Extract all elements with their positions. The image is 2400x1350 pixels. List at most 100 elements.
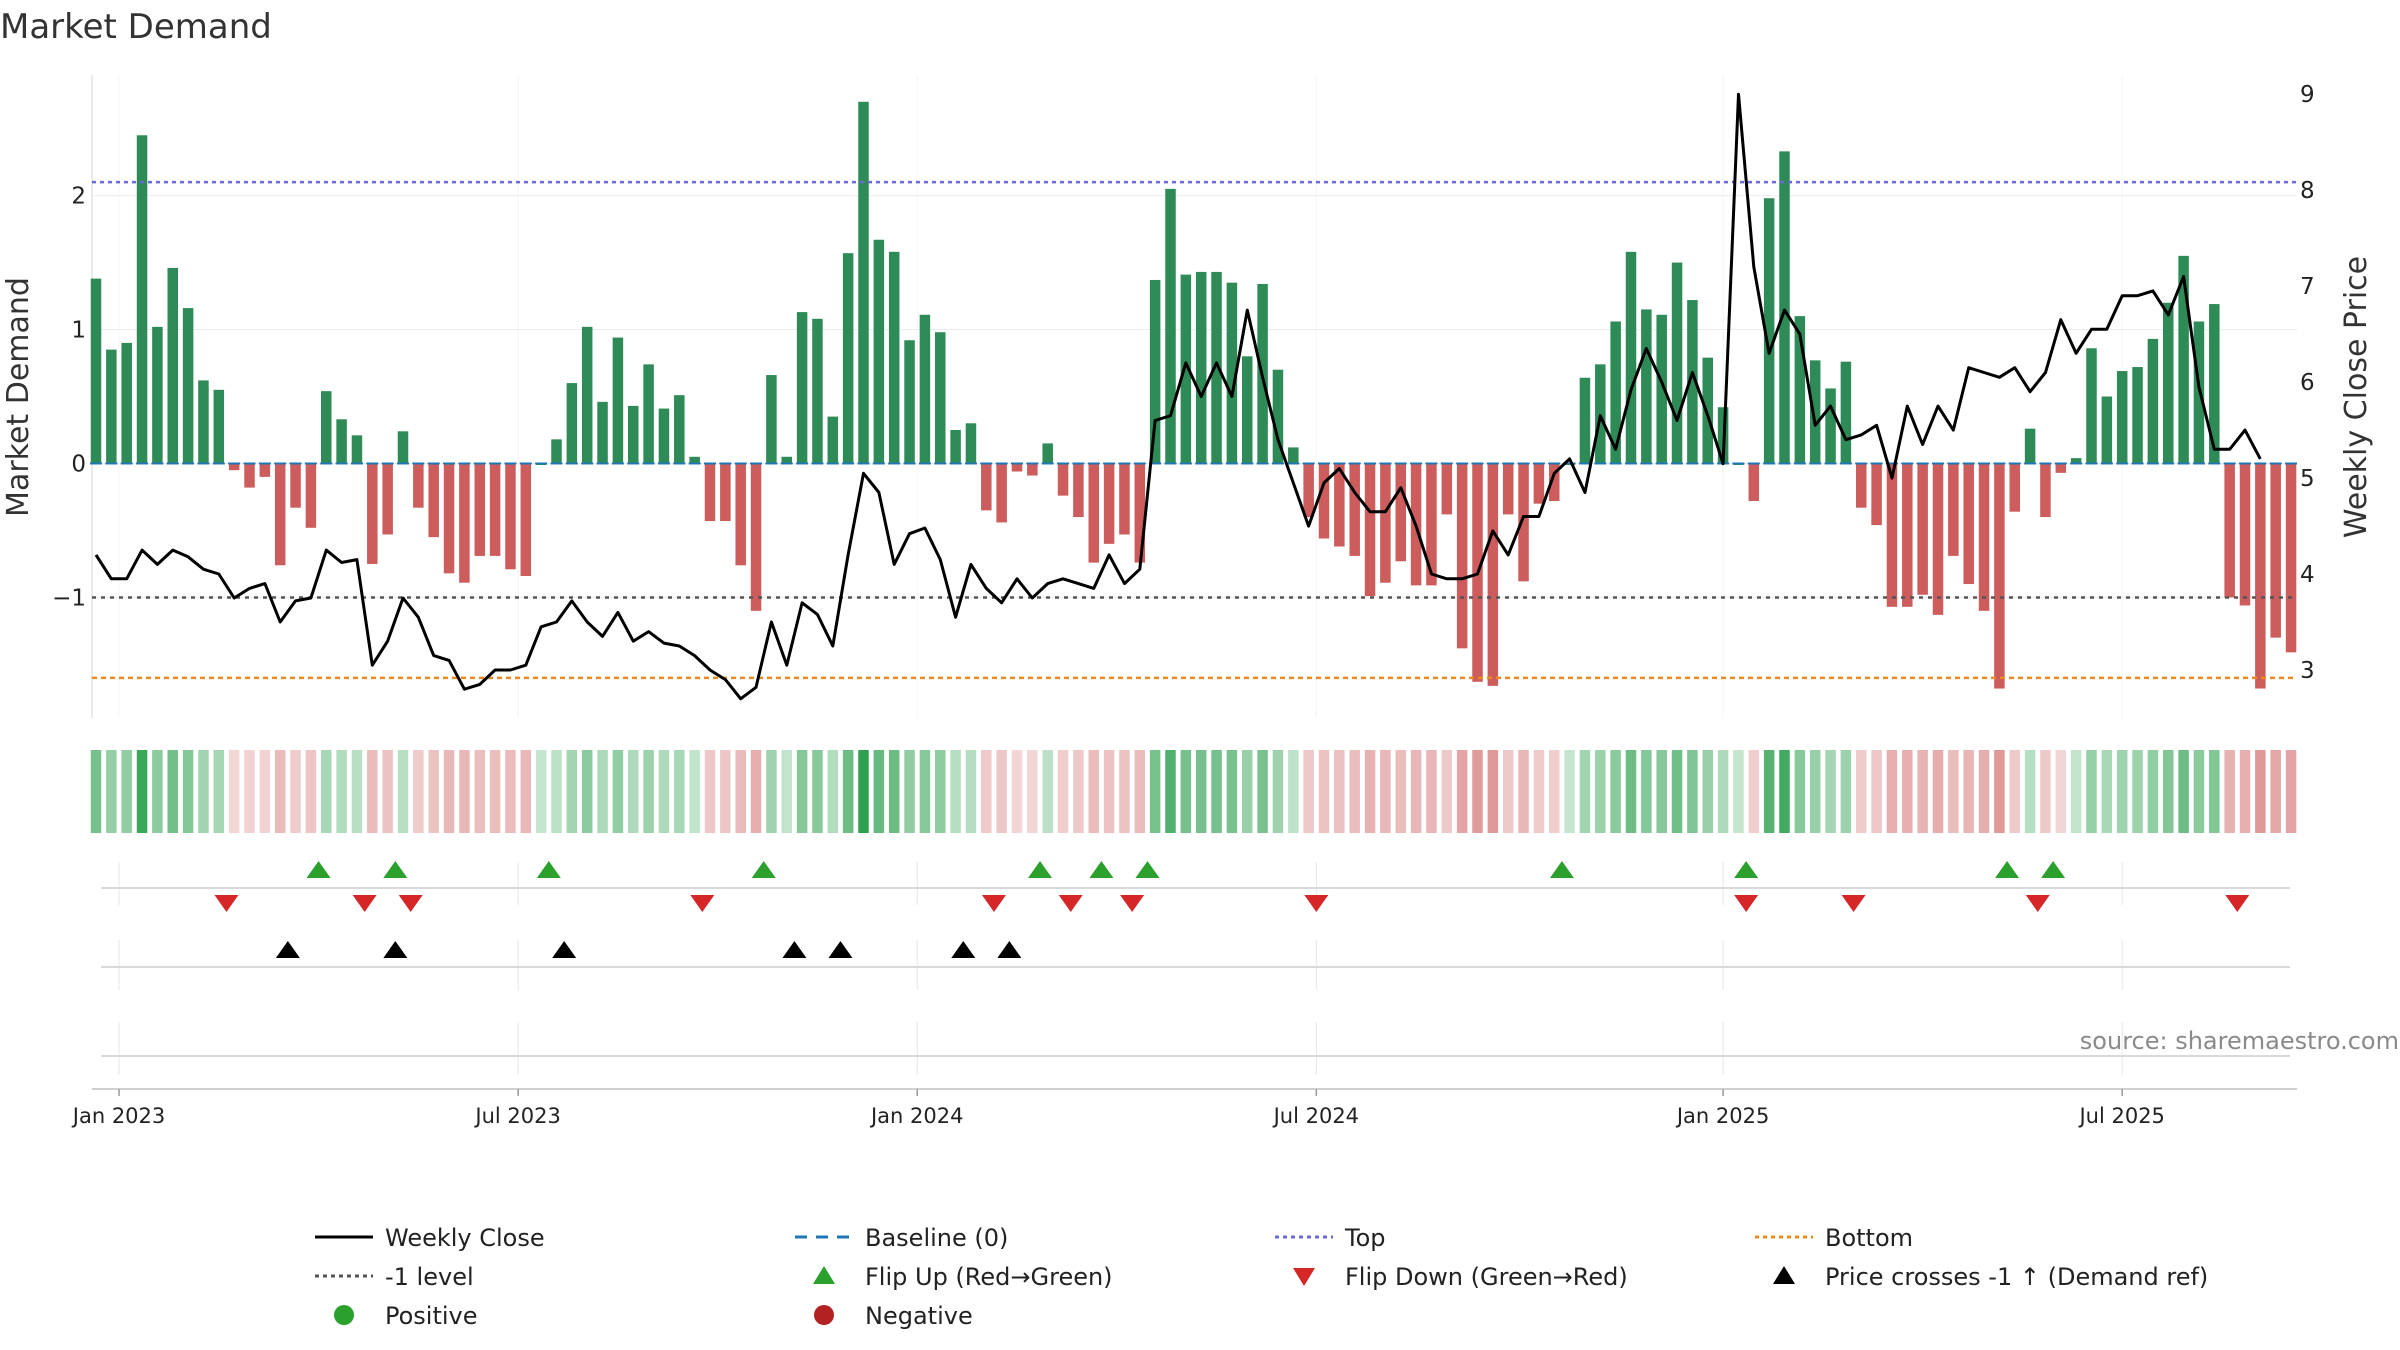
heat-cell	[827, 750, 839, 833]
flip-up-marker	[306, 861, 331, 878]
heat-cell	[2209, 750, 2220, 833]
demand-bar	[428, 463, 439, 538]
heat-cell	[2255, 750, 2266, 833]
demand-bar	[2055, 463, 2067, 473]
demand-bar	[1948, 463, 1959, 556]
demand-bar	[1625, 251, 1637, 464]
heat-cell	[413, 750, 424, 833]
flip-down-marker	[1058, 895, 1083, 912]
legend-label: Weekly Close	[385, 1224, 545, 1252]
y-tick-label-left: 0	[71, 451, 86, 477]
heat-cell	[965, 750, 977, 833]
demand-bar	[1763, 198, 1775, 464]
heat-cell	[474, 750, 485, 833]
heat-cell	[981, 750, 992, 833]
y-tick-label-right: 5	[2300, 466, 2315, 492]
demand-bar	[1502, 463, 1514, 515]
heat-cell	[274, 750, 286, 833]
price-cross-marker	[552, 941, 577, 958]
heat-cell	[1671, 750, 1683, 833]
heat-cell	[1856, 750, 1867, 833]
demand-bar	[1380, 463, 1391, 583]
reference-levels	[92, 180, 2297, 680]
heat-cell	[213, 750, 225, 833]
heat-cell	[1364, 750, 1376, 833]
demand-bar	[1395, 463, 1406, 562]
demand-bar	[489, 463, 501, 556]
heat-cell	[1103, 750, 1115, 833]
heat-cell	[1119, 750, 1130, 833]
heat-cell	[597, 750, 608, 833]
flip-up-marker	[751, 861, 776, 878]
legend-label: Flip Up (Red→Green)	[865, 1263, 1113, 1291]
demand-bar	[2116, 371, 2128, 464]
demand-bar	[1042, 443, 1053, 464]
demand-bar	[996, 463, 1007, 523]
heat-cell	[1211, 750, 1222, 833]
weekly-close-line	[94, 92, 2262, 701]
x-tick-label: Jul 2023	[473, 1104, 560, 1128]
heat-cell	[1195, 750, 1207, 833]
heat-cell	[1303, 750, 1314, 833]
heat-cell	[704, 750, 716, 833]
demand-bar	[1994, 463, 2005, 689]
legend-label: -1 level	[385, 1263, 474, 1291]
heat-cell	[1579, 750, 1591, 833]
demand-bar	[935, 332, 946, 464]
demand-bar	[290, 463, 301, 508]
heat-cell	[336, 750, 347, 833]
legend-swatch	[814, 1305, 834, 1325]
demand-bar	[1871, 463, 1882, 526]
x-tick-label: Jan 2023	[71, 1104, 166, 1128]
flip-up-marker	[1734, 861, 1759, 878]
demand-bar	[228, 463, 240, 471]
demand-bar	[397, 431, 409, 464]
heat-cell	[305, 750, 317, 833]
demand-bar	[2224, 463, 2235, 598]
heat-cell	[842, 750, 854, 833]
demand-bar	[2285, 463, 2297, 653]
demand-bar	[1242, 356, 1253, 464]
demand-bar	[2255, 463, 2266, 689]
heat-cell	[1011, 750, 1023, 833]
demand-bar	[274, 463, 286, 566]
flip-down-marker	[1120, 895, 1145, 912]
flip-up-marker	[1028, 861, 1053, 878]
demand-bar	[1856, 463, 1867, 508]
demand-bar	[1533, 463, 1545, 504]
heat-cell	[735, 750, 746, 833]
heat-cell	[1794, 750, 1806, 833]
demand-bar	[628, 405, 639, 464]
heat-cell	[1134, 750, 1146, 833]
demand-bar	[812, 318, 823, 464]
y-tick-label-right: 8	[2300, 178, 2315, 204]
heat-cell	[182, 750, 194, 833]
heat-cell	[1625, 750, 1637, 833]
heat-cell	[858, 750, 869, 833]
heat-cell	[1825, 750, 1836, 833]
demand-bars	[90, 101, 2298, 689]
demand-bar	[1195, 271, 1207, 464]
demand-bar	[2270, 463, 2281, 638]
demand-bar	[643, 364, 654, 464]
demand-bar	[1057, 463, 1069, 496]
demand-bar	[244, 463, 255, 488]
demand-bar	[904, 340, 915, 464]
heat-cell	[1948, 750, 1959, 833]
heat-cell	[1717, 750, 1729, 833]
heat-cell	[367, 750, 378, 833]
heat-cell	[1963, 750, 1974, 833]
demand-bar	[1011, 463, 1023, 472]
heat-cell	[812, 750, 823, 833]
flip-up-marker	[383, 861, 408, 878]
demand-bar	[474, 463, 485, 556]
source-note: source: sharemaestro.com	[2080, 1027, 2399, 1055]
heat-cell	[1564, 750, 1575, 833]
demand-bar	[1610, 321, 1621, 464]
demand-bar	[459, 463, 470, 583]
demand-bar	[1917, 463, 1928, 595]
demand-bar	[1978, 463, 1990, 611]
demand-bar	[1748, 463, 1760, 501]
y-axis-label-right: Weekly Close Price	[2339, 256, 2374, 538]
heat-cell	[1902, 750, 1913, 833]
